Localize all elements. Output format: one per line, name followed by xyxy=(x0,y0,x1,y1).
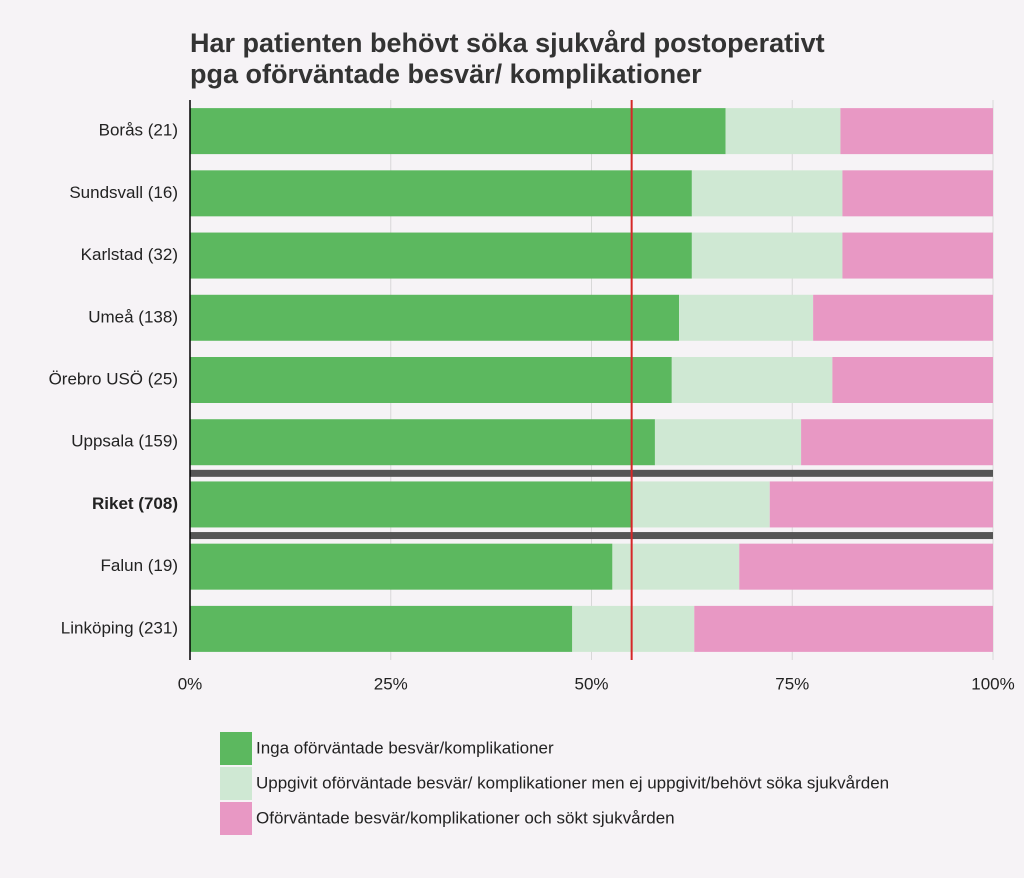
bar-segment xyxy=(739,543,993,590)
bar-segment xyxy=(190,605,573,652)
chart-title: Har patienten behövt söka sjukvård posto… xyxy=(190,28,825,58)
bar-segment xyxy=(190,232,692,279)
bar-segment xyxy=(190,108,726,155)
legend-label: Uppgivit oförväntade besvär/ komplikatio… xyxy=(256,773,889,792)
y-tick-label: Riket (708) xyxy=(92,494,178,513)
separator xyxy=(190,532,993,540)
bar-segment xyxy=(769,481,993,528)
x-tick-label: 25% xyxy=(374,674,408,693)
y-tick-label: Borås (21) xyxy=(99,121,178,140)
chart-subtitle: pga oförväntade besvär/ komplikationer xyxy=(190,59,702,89)
bar-segment xyxy=(840,108,993,155)
bar-segment xyxy=(679,294,814,341)
legend-swatch xyxy=(220,767,252,800)
bar-segment xyxy=(190,170,692,217)
legend-swatch xyxy=(220,732,252,765)
bar-segment xyxy=(671,357,833,403)
bar-segment xyxy=(842,170,993,217)
bar-segment xyxy=(190,294,680,341)
y-tick-label: Örebro USÖ (25) xyxy=(49,369,178,388)
bar-segment xyxy=(654,419,802,466)
bar-segment xyxy=(813,294,993,341)
y-tick-label: Falun (19) xyxy=(101,556,178,575)
bar-segment xyxy=(190,481,632,528)
y-tick-label: Sundsvall (16) xyxy=(69,183,178,202)
bar-segment xyxy=(190,543,613,590)
y-tick-label: Linköping (231) xyxy=(61,618,178,637)
bar-segment xyxy=(190,357,672,403)
bar-segment xyxy=(572,605,695,652)
x-tick-label: 75% xyxy=(775,674,809,693)
legend-swatch xyxy=(220,802,252,835)
bar-segment xyxy=(612,543,740,590)
bar-segment xyxy=(691,170,843,217)
separator xyxy=(190,469,993,477)
x-tick-label: 50% xyxy=(574,674,608,693)
bar-segment xyxy=(842,232,993,279)
x-tick-label: 100% xyxy=(971,674,1014,693)
x-tick-label: 0% xyxy=(178,674,203,693)
legend-label: Oförväntade besvär/komplikationer och sö… xyxy=(256,808,675,827)
bar-segment xyxy=(631,481,770,528)
legend-label: Inga oförväntade besvär/komplikationer xyxy=(256,738,554,757)
bar-segment xyxy=(691,232,843,279)
y-tick-label: Uppsala (159) xyxy=(71,432,178,451)
bar-segment xyxy=(190,419,655,466)
bar-segment xyxy=(725,108,841,155)
y-tick-label: Umeå (138) xyxy=(88,307,178,326)
bar-segment xyxy=(694,605,993,652)
y-tick-label: Karlstad (32) xyxy=(81,245,178,264)
bar-segment xyxy=(801,419,993,466)
bar-segment xyxy=(832,357,993,403)
